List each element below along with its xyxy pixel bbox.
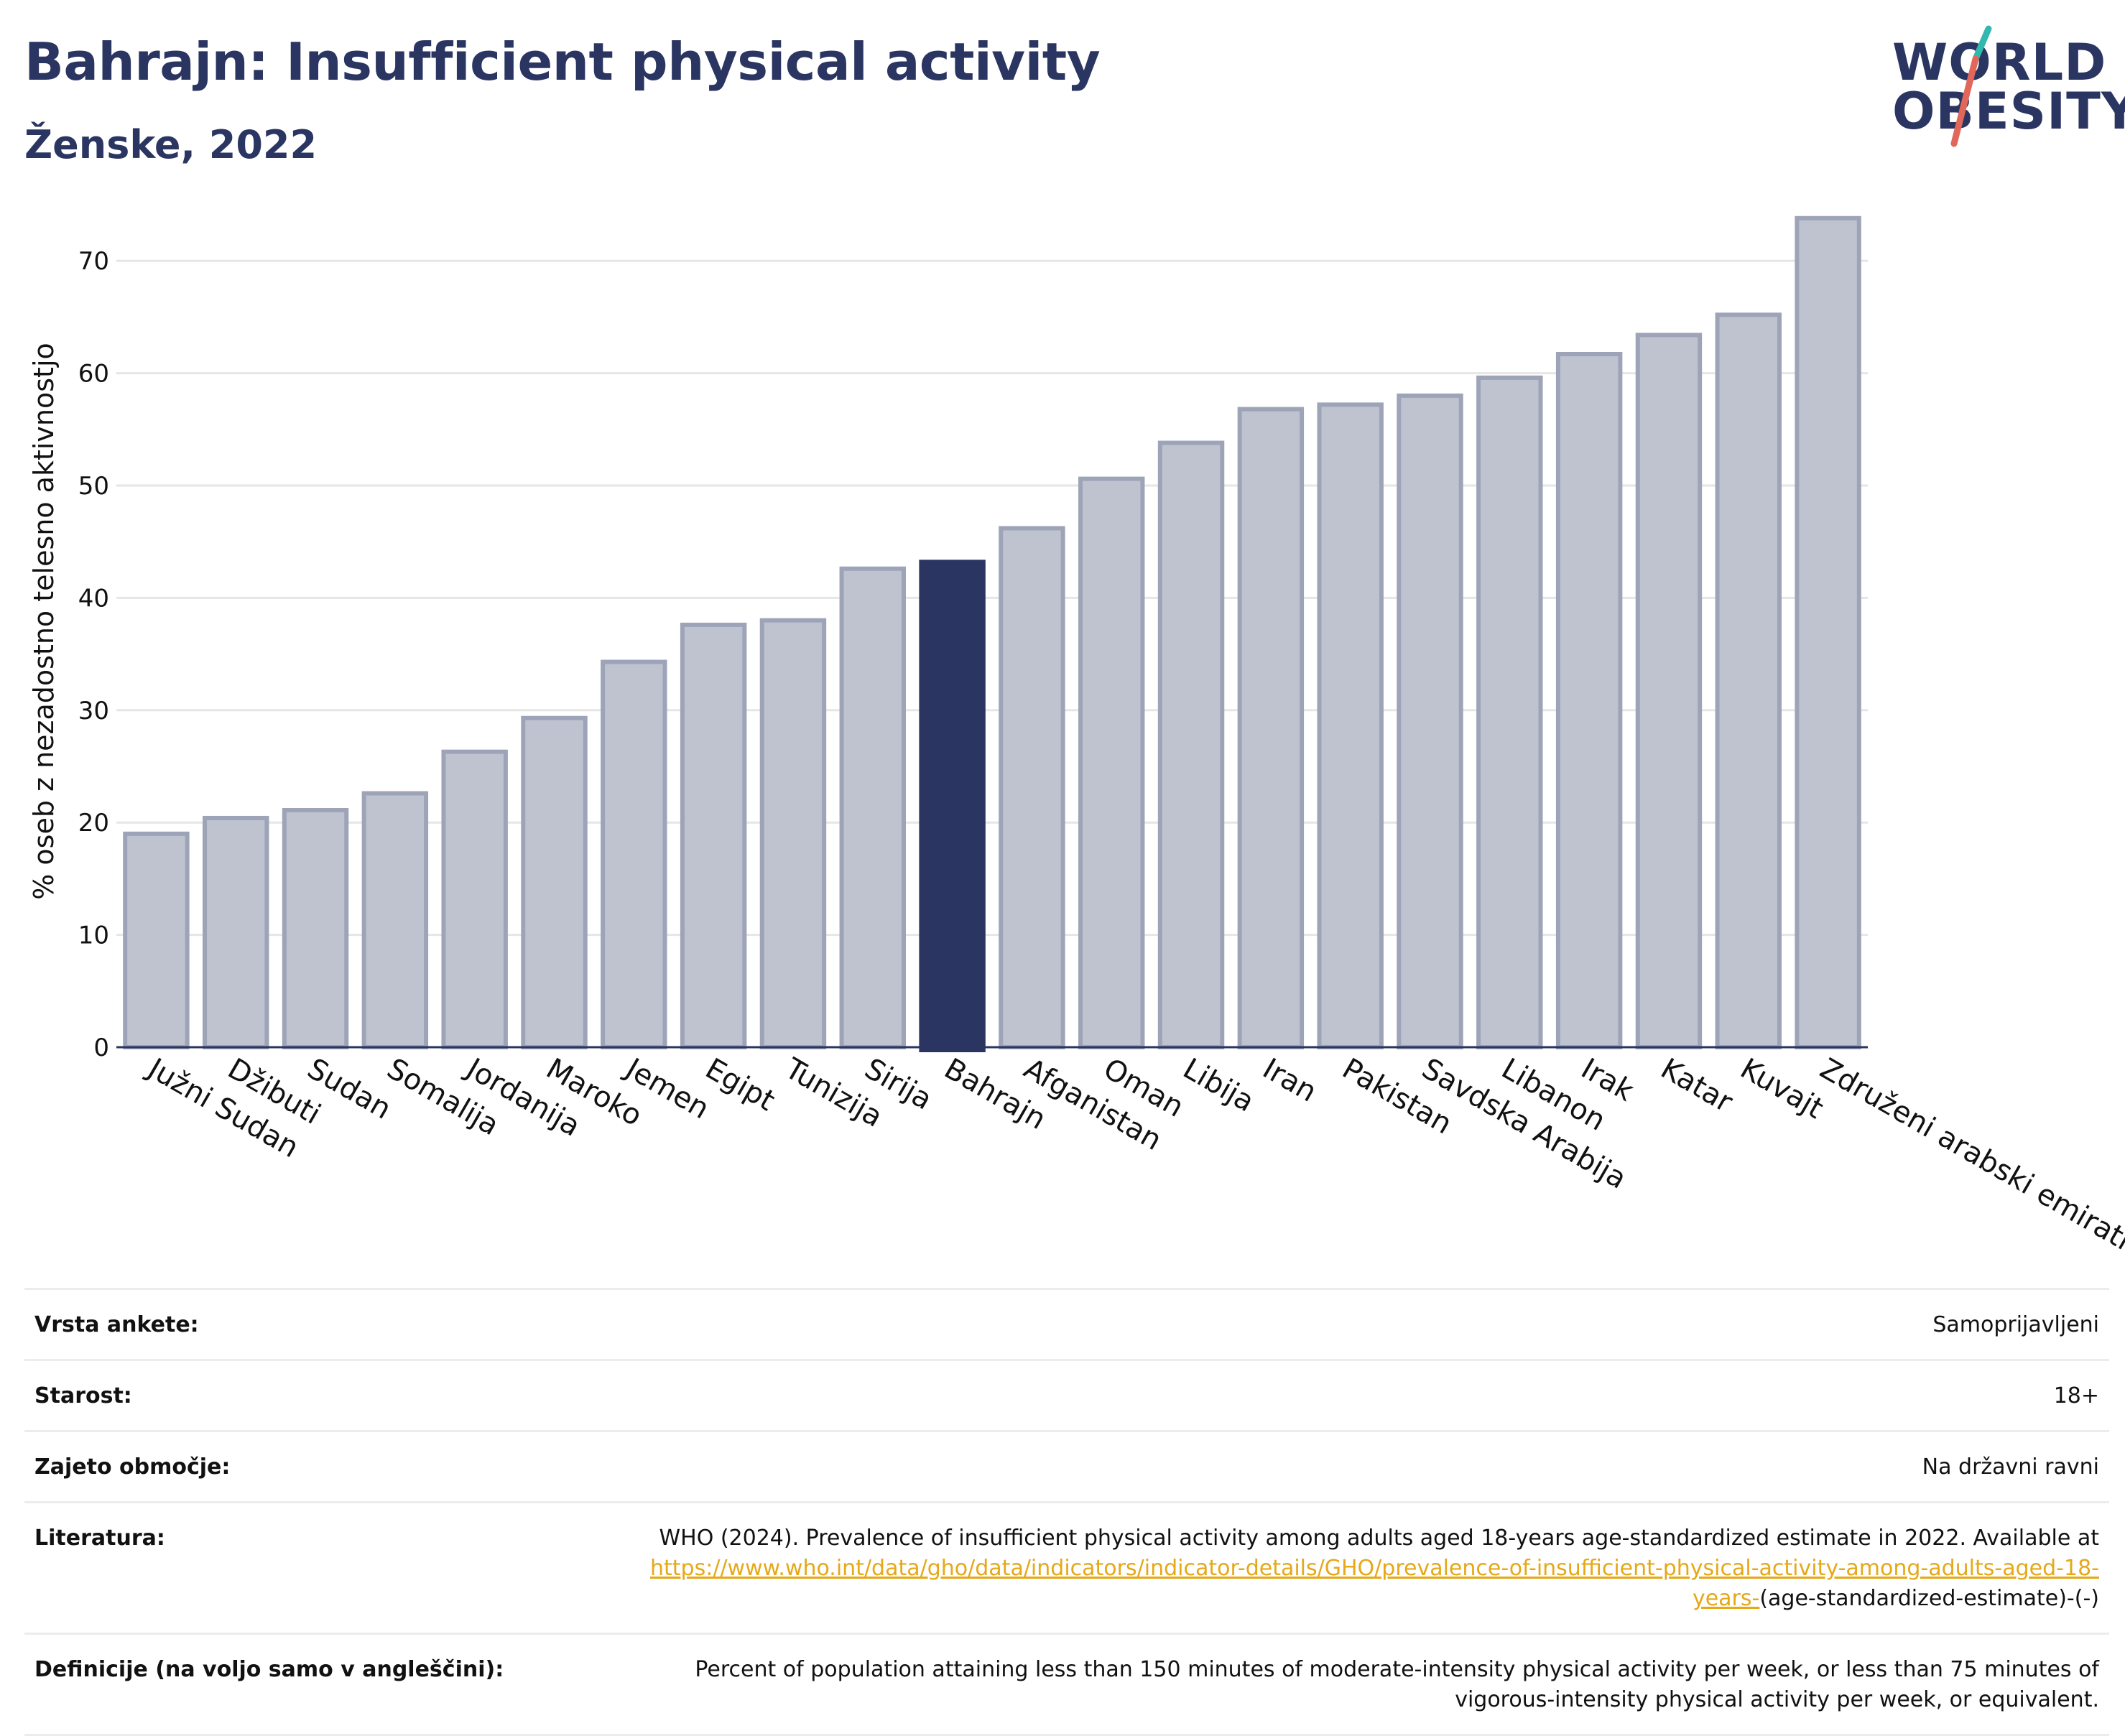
- logo-line-2: OBESITY: [1892, 82, 2125, 141]
- bar-afganistan: [999, 526, 1065, 1049]
- bar-tunizija: [759, 618, 827, 1049]
- info-row-age: Starost: 18+: [24, 1359, 2109, 1430]
- bar-sirija: [839, 566, 906, 1049]
- bar-savdska-arabija: [1397, 393, 1463, 1049]
- info-value: Percent of population attaining less tha…: [695, 1657, 2099, 1712]
- bar-chart: 0 10 20 30 40 50 60 70 Južni SudanDžibutiSudanS…: [28, 215, 2125, 1257]
- y-tick-label: 10: [78, 922, 109, 950]
- info-row-survey-type: Vrsta ankete: Samoprijavljeni: [24, 1288, 2109, 1359]
- bar-džibuti: [203, 815, 269, 1049]
- y-tick-label: 40: [78, 584, 109, 613]
- bar-združeni-arabski-emirati: [1795, 215, 1861, 1050]
- x-tick-label: Egipt: [700, 1052, 780, 1118]
- bar-egipt: [680, 622, 747, 1049]
- bar-somalija: [361, 791, 429, 1049]
- y-tick-label: 70: [78, 247, 109, 276]
- info-row-definitions: Definicije (na voljo samo v angleščini):…: [24, 1633, 2109, 1736]
- bar-sudan: [282, 807, 349, 1049]
- bar-iran: [1237, 407, 1305, 1049]
- y-tick-label: 0: [93, 1034, 109, 1062]
- info-value: 18+: [2053, 1383, 2099, 1408]
- y-axis-label: % oseb z nezadostno telesno aktivnostjo: [28, 343, 60, 900]
- logo-slash-icon: [1950, 25, 1992, 147]
- y-tick-label: 60: [78, 360, 109, 389]
- reference-suffix: (age-standardized-estimate)-(-): [1759, 1586, 2099, 1611]
- x-tick-label: Katar: [1655, 1052, 1739, 1119]
- info-value: Na državni ravni: [1922, 1454, 2099, 1480]
- reference-link[interactable]: https://www.who.int/data/gho/data/indica…: [650, 1556, 2099, 1611]
- bar-maroko: [521, 715, 588, 1049]
- info-value: WHO (2024). Prevalence of insufficient p…: [619, 1523, 2099, 1614]
- bar-jemen: [601, 659, 667, 1049]
- info-value: Samoprijavljeni: [1932, 1312, 2099, 1337]
- chart-subtitle: Ženske, 2022: [24, 122, 318, 167]
- bar-oman: [1078, 476, 1145, 1049]
- info-row-coverage: Zajeto območje: Na državni ravni: [24, 1430, 2109, 1501]
- x-tick-label: Iran: [1257, 1052, 1323, 1109]
- bars: [123, 215, 1861, 1052]
- y-tick-labels: 0 10 20 30 40 50 60 70: [78, 247, 109, 1062]
- bar-pakistan: [1317, 402, 1384, 1049]
- reference-text: WHO (2024). Prevalence of insufficient p…: [659, 1526, 2099, 1551]
- x-tick-label: Libija: [1177, 1052, 1259, 1119]
- info-label: Definicije (na voljo samo v angleščini):: [34, 1657, 504, 1682]
- x-tick-label: Kuvajt: [1735, 1052, 1829, 1125]
- info-table: Vrsta ankete: Samoprijavljeni Starost: 1…: [24, 1288, 2109, 1736]
- y-tick-label: 30: [78, 697, 109, 725]
- info-row-references: Literatura: WHO (2024). Prevalence of in…: [24, 1501, 2109, 1633]
- bar-irak: [1555, 352, 1623, 1049]
- bar-katar: [1635, 333, 1703, 1049]
- info-label: Zajeto območje:: [34, 1454, 231, 1480]
- y-tick-label: 20: [78, 809, 109, 837]
- bar-jordanija: [441, 749, 508, 1049]
- bar-južni-sudan: [123, 831, 190, 1049]
- bar-kuvajt: [1715, 312, 1782, 1050]
- info-label: Vrsta ankete:: [34, 1312, 199, 1337]
- x-tick-labels: Južni SudanDžibutiSudanSomalijaJordanija…: [141, 1051, 2125, 1257]
- world-obesity-logo: WORLD OBESITY: [1882, 22, 2125, 151]
- bar-libija: [1157, 440, 1225, 1049]
- y-tick-label: 50: [78, 472, 109, 501]
- bar-libanon: [1476, 375, 1543, 1049]
- chart-title: Bahrajn: Insufficient physical activity: [24, 32, 1101, 92]
- info-label: Starost:: [34, 1383, 132, 1408]
- bar-bahrajn: [919, 560, 986, 1052]
- info-label: Literatura:: [34, 1526, 165, 1551]
- x-tick-label: Združeni arabski emirati: [1815, 1052, 2125, 1257]
- logo-line-1: WORLD: [1892, 33, 2107, 92]
